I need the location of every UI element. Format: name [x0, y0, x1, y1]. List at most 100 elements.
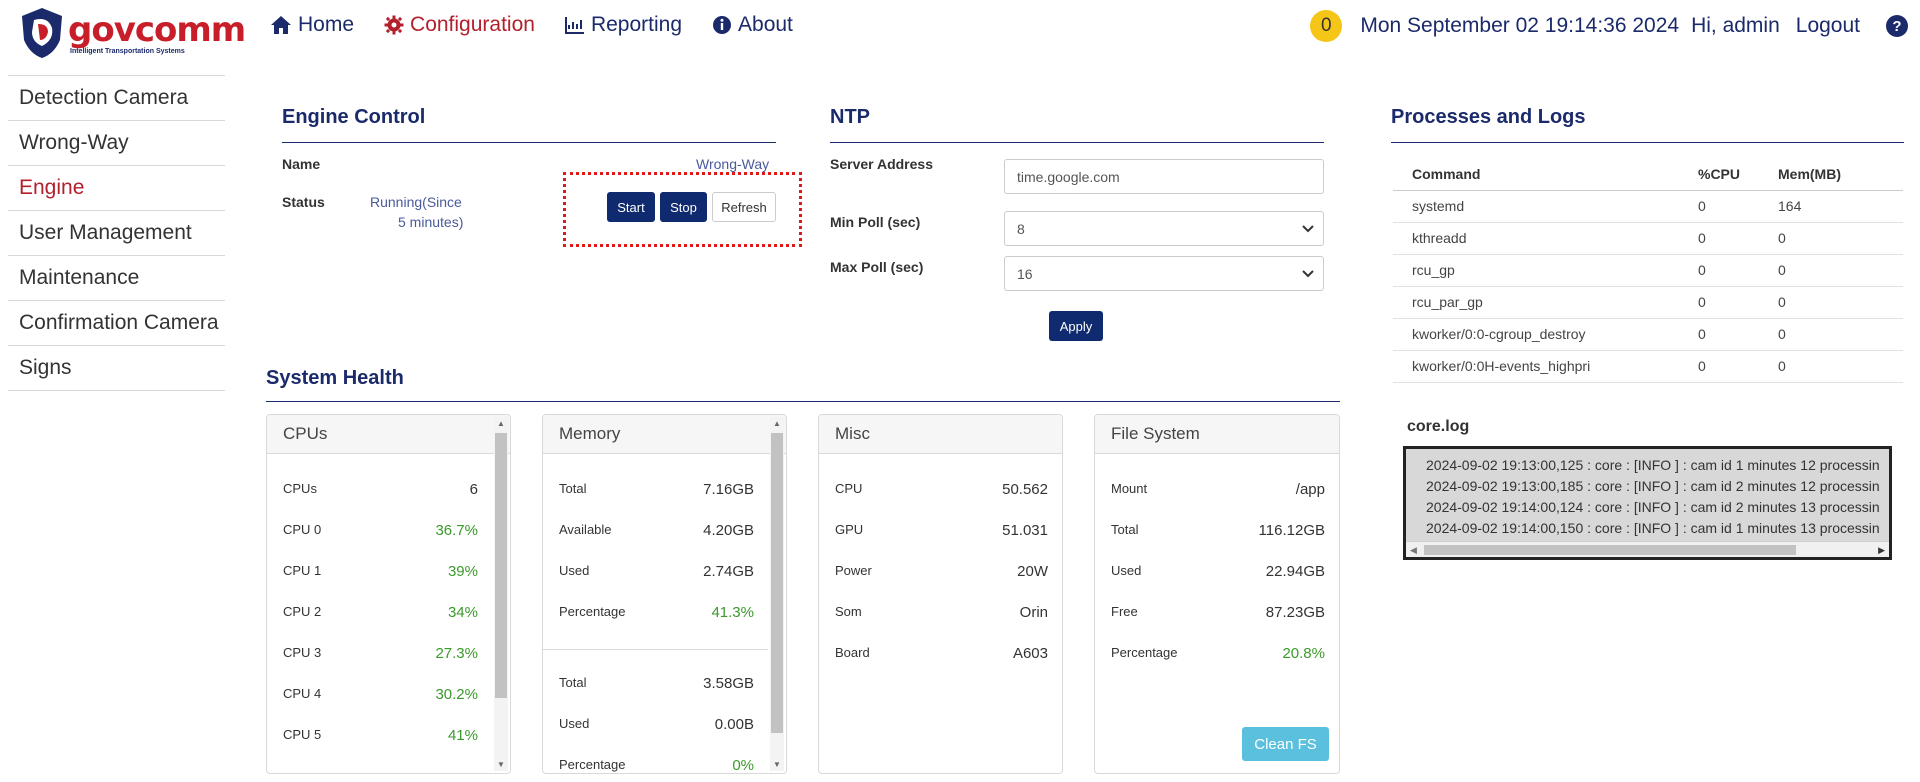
- sidebar-item-engine[interactable]: Engine: [8, 166, 225, 211]
- cell-mem: 0: [1759, 318, 1903, 351]
- engine-buttons-highlight: [563, 172, 802, 247]
- nav-home[interactable]: Home: [270, 10, 354, 40]
- core-log-box[interactable]: 2024-09-02 19:13:00,125 : core : [INFO ]…: [1403, 446, 1892, 560]
- sidebar-item-detection-camera[interactable]: Detection Camera: [8, 76, 225, 121]
- process-table: Command %CPU Mem(MB) systemd 0 164 kthread…: [1393, 158, 1903, 383]
- fs-percentage-value: 20.8%: [1282, 645, 1325, 662]
- cell-command: systemd: [1393, 190, 1679, 223]
- cpu3-label: CPU 3: [283, 645, 322, 660]
- start-button[interactable]: Start: [607, 192, 655, 222]
- table-row: kworker/0:0-cgroup_destroy 0 0: [1393, 318, 1903, 351]
- swap-percentage-label: Percentage: [559, 757, 626, 772]
- cell-mem: 0: [1759, 254, 1903, 287]
- scroll-down-icon[interactable]: ▼: [773, 760, 781, 769]
- cpus-card: CPUs CPUs 6 CPU 0 36.7% CPU 1 39% CPU 2 …: [266, 414, 511, 774]
- system-health-divider: [266, 401, 1340, 402]
- brand-name: govcomm: [68, 10, 246, 50]
- max-poll-label: Max Poll (sec): [830, 259, 924, 275]
- scroll-thumb[interactable]: [1424, 545, 1796, 555]
- file-system-card: File System Mount /app Total 116.12GB Us…: [1094, 414, 1340, 774]
- stop-button[interactable]: Stop: [660, 192, 707, 222]
- table-row: systemd 0 164: [1393, 190, 1903, 223]
- scroll-up-icon[interactable]: ▲: [497, 419, 505, 428]
- swap-total-value: 3.58GB: [703, 675, 754, 692]
- cpu2-label: CPU 2: [283, 604, 322, 619]
- engine-control-title: Engine Control: [282, 106, 426, 128]
- mem-used-value: 2.74GB: [703, 563, 754, 580]
- mem-available-value: 4.20GB: [703, 522, 754, 539]
- notification-badge[interactable]: 0: [1310, 10, 1343, 42]
- table-row: rcu_par_gp 0 0: [1393, 286, 1903, 319]
- clean-fs-button[interactable]: Clean FS: [1242, 727, 1329, 761]
- max-poll-select[interactable]: 16: [1004, 256, 1324, 291]
- misc-card-title: Misc: [819, 415, 1062, 454]
- cpu0-label: CPU 0: [283, 522, 322, 537]
- engine-name-value: Wrong-Way: [696, 156, 770, 172]
- log-horizontal-scrollbar[interactable]: ◀ ▶: [1406, 541, 1889, 557]
- cell-command: kworker/0:0H-events_highpri: [1393, 350, 1679, 383]
- brand-logo[interactable]: govcomm Intelligent Transportation Syste…: [16, 6, 246, 62]
- cpu2-value: 34%: [447, 604, 478, 621]
- cell-cpu: 0: [1679, 350, 1759, 383]
- min-poll-value: 8: [1017, 220, 1025, 237]
- mem-percentage-value: 41.3%: [711, 604, 754, 621]
- sidebar: Detection Camera Wrong-Way Engine User M…: [8, 75, 225, 391]
- scroll-down-icon[interactable]: ▼: [497, 760, 505, 769]
- col-mem: Mem(MB): [1759, 158, 1903, 191]
- help-icon[interactable]: ?: [1886, 15, 1908, 37]
- memory-divider: [543, 649, 768, 650]
- min-poll-select[interactable]: 8: [1004, 211, 1324, 246]
- fs-used-value: 22.94GB: [1265, 563, 1325, 580]
- server-address-input[interactable]: time.google.com: [1004, 159, 1324, 194]
- min-poll-label: Min Poll (sec): [830, 214, 921, 230]
- datetime: Mon September 02 19:14:36 2024: [1360, 14, 1680, 37]
- scroll-right-icon[interactable]: ▶: [1878, 545, 1885, 555]
- cell-cpu: 0: [1679, 190, 1759, 223]
- log-line: 2024-09-02 19:13:00,185 : core : [INFO ]…: [1426, 478, 1880, 494]
- cpu1-value: 39%: [447, 563, 478, 580]
- chart-icon: [564, 17, 584, 34]
- sidebar-item-wrong-way[interactable]: Wrong-Way: [8, 121, 225, 166]
- max-poll-value: 16: [1017, 265, 1033, 282]
- cell-cpu: 0: [1679, 222, 1759, 255]
- chevron-down-icon: [1302, 225, 1314, 233]
- cell-cpu: 0: [1679, 254, 1759, 287]
- nav-home-label: Home: [298, 13, 355, 36]
- cell-mem: 0: [1759, 222, 1903, 255]
- memory-card: Memory Total 7.16GB Available 4.20GB Use…: [542, 414, 787, 774]
- home-icon: [271, 16, 291, 34]
- ntp-divider: [830, 142, 1324, 143]
- scroll-thumb[interactable]: [771, 433, 783, 733]
- user-greeting: Hi, admin: [1691, 14, 1780, 37]
- mem-percentage-label: Percentage: [559, 604, 626, 619]
- engine-status-line1: Running(Since: [370, 194, 462, 210]
- apply-button[interactable]: Apply: [1049, 311, 1103, 341]
- sidebar-item-confirmation-camera[interactable]: Confirmation Camera: [8, 301, 225, 346]
- nav-about[interactable]: About: [712, 10, 793, 40]
- sidebar-item-user-management[interactable]: User Management: [8, 211, 225, 256]
- fs-card-title: File System: [1095, 415, 1339, 454]
- cpus-count-label: CPUs: [283, 481, 317, 496]
- sidebar-item-maintenance[interactable]: Maintenance: [8, 256, 225, 301]
- logout-link[interactable]: Logout: [1795, 14, 1860, 37]
- nav-configuration[interactable]: Configuration: [384, 10, 535, 40]
- fs-mount-value: /app: [1295, 481, 1325, 498]
- col-command: Command: [1393, 158, 1679, 191]
- table-header-row: Command %CPU Mem(MB): [1393, 158, 1903, 191]
- swap-used-value: 0.00B: [714, 716, 754, 733]
- scroll-thumb[interactable]: [495, 433, 507, 698]
- engine-status-line2: 5 minutes): [398, 214, 464, 230]
- scroll-left-icon[interactable]: ◀: [1410, 545, 1417, 555]
- cpu1-label: CPU 1: [283, 563, 322, 578]
- cpu3-value: 27.3%: [435, 645, 478, 662]
- scroll-up-icon[interactable]: ▲: [773, 419, 781, 428]
- nav-about-label: About: [738, 13, 793, 36]
- brand-tagline: Intelligent Transportation Systems: [70, 48, 185, 55]
- cpus-vertical-scrollbar[interactable]: ▲ ▼: [494, 417, 508, 771]
- memory-vertical-scrollbar[interactable]: ▲ ▼: [770, 417, 784, 771]
- misc-gpu-label: GPU: [835, 522, 864, 537]
- nav-reporting[interactable]: Reporting: [564, 10, 682, 40]
- refresh-button[interactable]: Refresh: [712, 192, 776, 222]
- sidebar-item-signs[interactable]: Signs: [8, 346, 225, 391]
- engine-name-label: Name: [282, 156, 321, 172]
